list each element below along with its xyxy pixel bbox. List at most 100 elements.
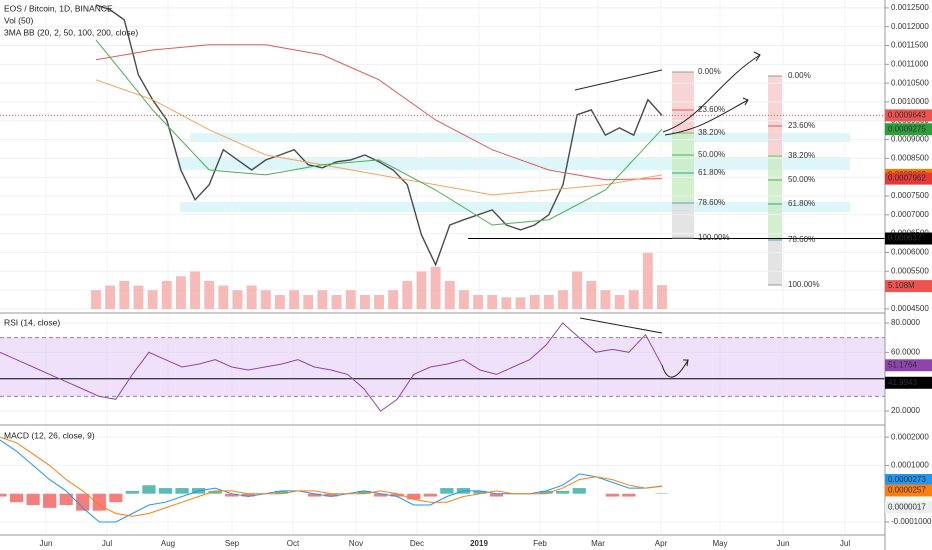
arrow-head <box>753 51 761 62</box>
x-tick-label: Sep <box>225 539 240 548</box>
x-tick-label: Mar <box>591 539 605 548</box>
volume-bar <box>204 280 215 309</box>
fib-label: 0.00% <box>788 71 811 80</box>
histogram-bar <box>0 493 7 497</box>
volume-bar <box>331 294 342 309</box>
histogram-bar <box>142 485 156 494</box>
price-tag-label: 51.1764 <box>888 360 917 369</box>
y-tick-label: 0.0002000 <box>891 432 929 441</box>
histogram-bar <box>175 488 189 494</box>
fib-label: 50.00% <box>698 150 725 159</box>
volume-bar <box>147 290 158 309</box>
volume-bar <box>657 285 667 309</box>
fib-label: 23.60% <box>698 105 725 114</box>
y-tick-label: 0.0012500 <box>891 3 929 12</box>
y-tick-label: 0.0012000 <box>891 22 929 31</box>
volume-bar <box>274 294 285 309</box>
y-tick-label: 0.0007000 <box>891 210 929 219</box>
histogram-bar <box>357 490 371 494</box>
y-tick-label: 0.0008500 <box>891 153 929 162</box>
x-tick-label: Dec <box>410 539 424 548</box>
histogram-bar <box>423 493 437 497</box>
price-tag <box>885 484 932 497</box>
histogram-bar <box>489 493 504 497</box>
volume-bar <box>557 290 568 309</box>
volume-bar <box>515 297 526 309</box>
histogram-bar <box>241 493 255 497</box>
volume-bar <box>161 280 172 309</box>
fib-box <box>672 203 694 238</box>
line-series <box>95 4 663 267</box>
histogram-bar <box>59 493 73 506</box>
fib-label: 78.60% <box>698 198 725 207</box>
y-tick-label: 20.0000 <box>891 406 920 415</box>
histogram-bar <box>307 493 322 497</box>
arrow <box>664 99 749 136</box>
histogram-bar <box>43 493 57 508</box>
fib-label: 61.80% <box>698 168 725 177</box>
histogram-bar <box>473 490 487 494</box>
y-tick-label: 0.0004500 <box>891 304 929 313</box>
histogram-bar <box>76 493 90 511</box>
line-series <box>0 439 663 523</box>
volume-bar <box>600 290 611 309</box>
rsi-title: RSI (14, close) <box>4 317 60 327</box>
price-tag <box>885 232 932 245</box>
histogram-bar <box>390 493 404 497</box>
price-tag <box>885 123 932 136</box>
y-tick-label: 0.0006000 <box>891 248 929 257</box>
volume-bar <box>232 290 243 309</box>
histogram-bar <box>539 490 553 494</box>
fib-box <box>768 76 782 156</box>
histogram-bar <box>26 493 40 506</box>
histogram-bar <box>440 488 454 494</box>
line-series <box>95 39 663 226</box>
volume-legend: Vol (50) <box>4 15 33 25</box>
y-tick-label: 0.0010500 <box>891 78 929 87</box>
volume-bar <box>473 294 484 309</box>
histogram-bar <box>407 493 421 500</box>
price-axis <box>885 0 932 550</box>
trend-line <box>574 69 663 91</box>
volume-bar <box>260 290 271 309</box>
line-series <box>0 322 663 412</box>
y-tick-label: 0.0005500 <box>891 266 929 275</box>
price-tag <box>885 473 932 486</box>
x-tick-label: Jul <box>840 539 850 548</box>
x-tick-label: Jul <box>102 539 112 548</box>
volume-bar <box>374 294 384 309</box>
zone <box>178 157 850 170</box>
volume-bar <box>246 285 257 309</box>
histogram-bar <box>208 490 222 494</box>
histogram-bar <box>9 493 24 503</box>
price-tag-label: 0.0009275 <box>888 124 926 133</box>
zone <box>180 202 850 212</box>
price-tag-label: 0.0007962 <box>888 174 926 183</box>
volume-bar <box>501 297 512 309</box>
x-tick-label: Feb <box>533 539 547 548</box>
fib-label: 23.60% <box>788 121 815 130</box>
y-tick-label: 0.0007500 <box>891 191 929 200</box>
histogram-bar <box>324 493 338 497</box>
volume-bar <box>529 294 540 309</box>
price-tag <box>885 280 932 293</box>
volume-bar <box>642 252 653 309</box>
price-tag <box>885 359 932 372</box>
fib-label: 0.00% <box>698 67 721 76</box>
volume-bar <box>543 294 554 309</box>
volume-bar <box>289 290 300 309</box>
fib-label: 78.60% <box>788 235 815 244</box>
y-tick-label: -0.0001000 <box>891 517 932 526</box>
volume-bar <box>345 290 356 309</box>
volume-bar <box>444 280 455 309</box>
symbol-title: EOS / Bitcoin, 1D, BINANCE <box>4 3 113 13</box>
histogram-bar <box>556 490 570 494</box>
histogram-bar <box>605 493 619 497</box>
volume-bar <box>119 280 130 309</box>
fib-label: 50.00% <box>788 175 815 184</box>
rsi-band <box>0 337 885 397</box>
fib-label: 61.80% <box>788 199 815 208</box>
fib-label: 100.00% <box>698 233 730 242</box>
histogram-bar <box>622 493 636 497</box>
